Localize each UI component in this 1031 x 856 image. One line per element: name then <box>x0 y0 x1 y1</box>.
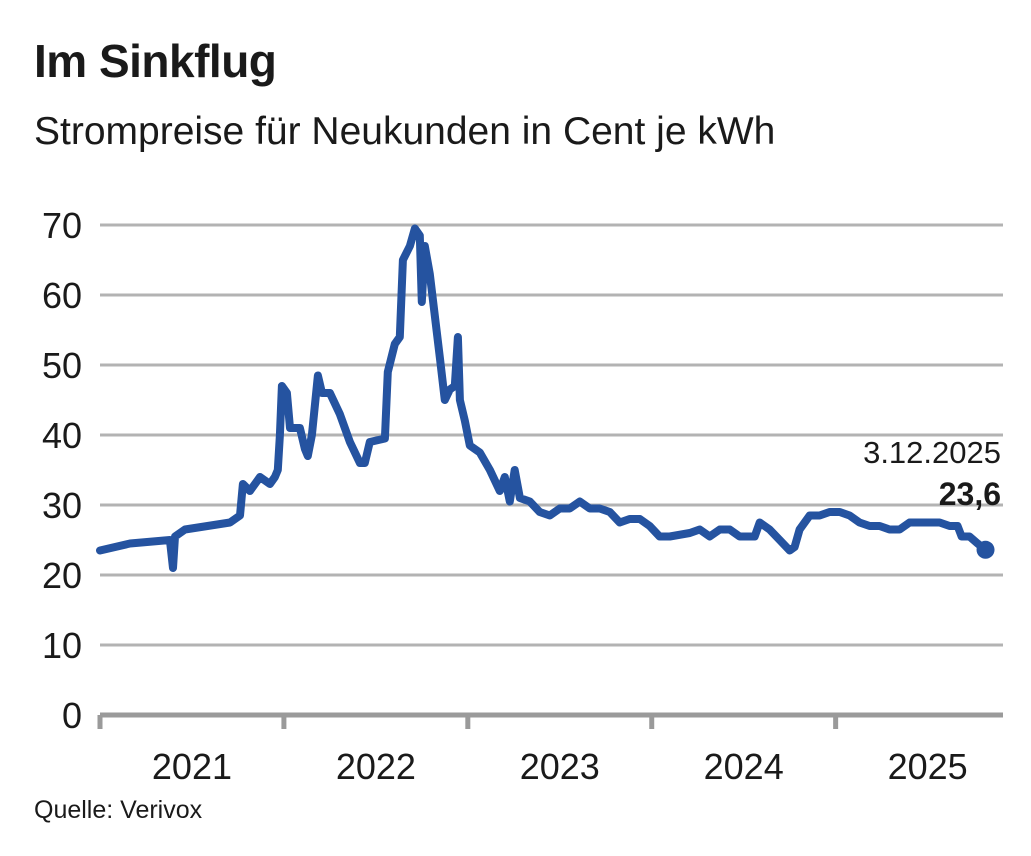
x-tick-label: 2022 <box>336 746 416 787</box>
price-line <box>96 224 990 572</box>
chart-title: Im Sinkflug <box>34 35 277 87</box>
x-tick-label: 2023 <box>520 746 600 787</box>
y-tick-label: 10 <box>42 625 82 666</box>
y-tick-label: 20 <box>42 555 82 596</box>
annotation-date: 3.12.2025 <box>863 435 1001 470</box>
y-tick-label: 60 <box>42 275 82 316</box>
x-tick-label: 2024 <box>704 746 784 787</box>
x-tick-label: 2021 <box>152 746 232 787</box>
y-tick-label: 50 <box>42 345 82 386</box>
y-tick-label: 40 <box>42 415 82 456</box>
y-tick-label: 30 <box>42 485 82 526</box>
chart-subtitle: Strompreise für Neukunden in Cent je kWh <box>34 110 776 153</box>
y-tick-label: 0 <box>62 695 82 736</box>
y-tick-label: 70 <box>42 205 82 246</box>
chart-source: Quelle: Verivox <box>34 796 203 824</box>
x-tick-label: 2025 <box>888 746 968 787</box>
last-value-dot <box>976 540 995 559</box>
annotation-value: 23,6 <box>939 476 1001 512</box>
